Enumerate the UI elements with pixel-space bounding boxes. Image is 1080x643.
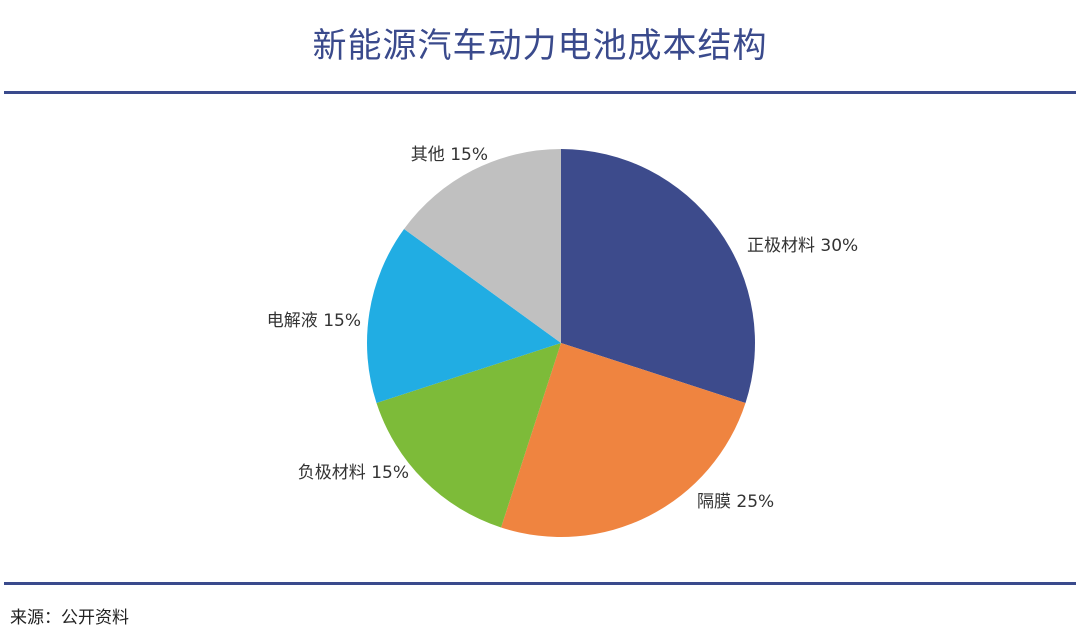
chart-title: 新能源汽车动力电池成本结构 [312,26,768,66]
pie-slice [561,149,755,403]
pie-slice-label: 其他 15% [411,145,488,165]
source-note: 来源：公开资料 [10,608,129,628]
pie-slice [501,343,746,537]
pie-slice-label: 负极材料 15% [298,463,409,483]
pie-slice [404,149,561,343]
pie-slice-label: 电解液 15% [267,311,361,331]
pie-labels: 正极材料 30% 隔膜 25% 负极材料 15% 电解液 15% 其他 15% [267,145,858,512]
pie-slice [367,228,561,403]
top-divider [4,91,1076,94]
pie-slice-label: 正极材料 30% [747,236,858,256]
pie-slices [367,149,755,537]
bottom-divider [4,582,1076,585]
pie-slice [376,343,561,528]
pie-slice-label: 隔膜 25% [697,492,774,512]
